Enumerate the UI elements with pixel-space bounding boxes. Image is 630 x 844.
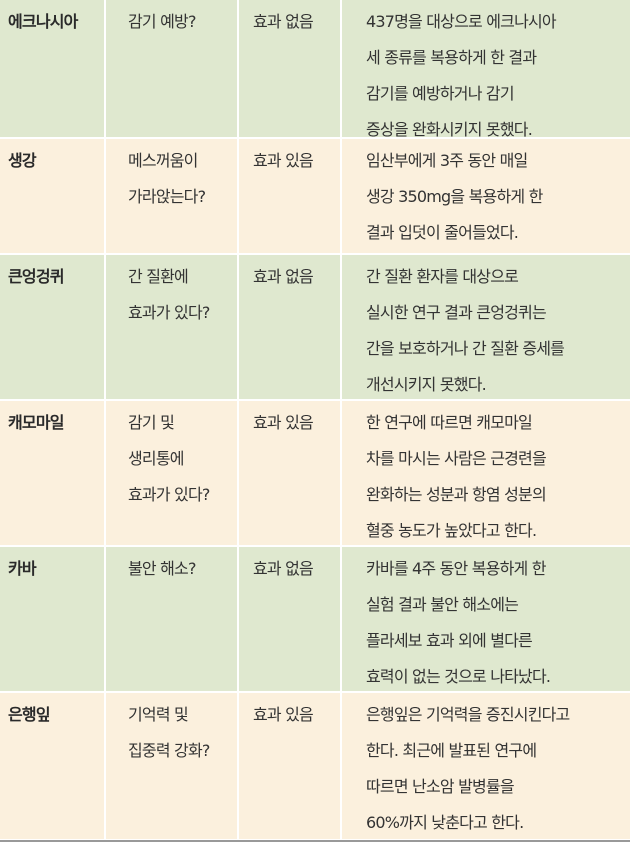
description-line: 실시한 연구 결과 큰엉겅퀴는 xyxy=(366,303,547,322)
result-line: 효과 있음 xyxy=(253,705,314,724)
description-line: 개선시키지 못했다. xyxy=(366,375,487,394)
description-line: 생강 350mg을 복용하게 한 xyxy=(366,187,543,206)
description-line: 실험 결과 불안 해소에는 xyxy=(366,595,519,614)
description-line: 결과 입덧이 줄어들었다. xyxy=(366,223,519,242)
claim: 감기 예방? xyxy=(106,0,237,137)
claim: 불안 해소? xyxy=(106,547,237,691)
result-line: 효과 없음 xyxy=(253,267,314,286)
herb-name-line: 카바 xyxy=(8,559,37,578)
herb-name: 은행잎 xyxy=(0,693,104,839)
result-line: 효과 없음 xyxy=(253,559,314,578)
description-line: 세 종류를 복용하게 한 결과 xyxy=(366,48,537,67)
herb-name: 카바 xyxy=(0,547,104,691)
claim-line: 감기 및 xyxy=(128,413,175,432)
claim-line: 기억력 및 xyxy=(128,705,189,724)
claim-line: 가라앉는다? xyxy=(128,187,206,206)
herb-name-line: 큰엉겅퀴 xyxy=(8,267,64,286)
description-line: 차를 마시는 사람은 근경련을 xyxy=(366,449,547,468)
description-line: 임산부에게 3주 동안 매일 xyxy=(366,151,528,170)
claim-line: 효과가 있다? xyxy=(128,303,210,322)
description-line: 감기를 예방하거나 감기 xyxy=(366,84,515,103)
herb-name: 생강 xyxy=(0,139,104,253)
herb-name: 에크나시아 xyxy=(0,0,104,137)
description-line: 60%까지 낮춘다고 한다. xyxy=(366,813,524,832)
description-line: 한다. 최근에 발표된 연구에 xyxy=(366,741,537,760)
description-line: 플라세보 효과 외에 별다른 xyxy=(366,631,533,650)
claim-line: 감기 예방? xyxy=(128,12,196,31)
claim-line: 불안 해소? xyxy=(128,559,196,578)
result: 효과 있음 xyxy=(239,693,340,839)
claim-line: 효과가 있다? xyxy=(128,485,210,504)
herb-name-line: 은행잎 xyxy=(8,705,51,724)
description-line: 완화하는 성분과 항염 성분의 xyxy=(366,485,547,504)
description-line: 효력이 없는 것으로 나타났다. xyxy=(366,667,551,686)
description-line: 간 질환 환자를 대상으로 xyxy=(366,267,519,286)
result: 효과 없음 xyxy=(239,547,340,691)
table-bottom-border xyxy=(0,840,630,842)
description-line: 한 연구에 따르면 캐모마일 xyxy=(366,413,533,432)
herb-name: 캐모마일 xyxy=(0,401,104,545)
herb-name: 큰엉겅퀴 xyxy=(0,255,104,399)
result: 효과 없음 xyxy=(239,255,340,399)
claim-line: 집중력 강화? xyxy=(128,741,210,760)
description-line: 카바를 4주 동안 복용하게 한 xyxy=(366,559,546,578)
claim-line: 생리통에 xyxy=(128,449,184,468)
description-line: 437명을 대상으로 에크나시아 xyxy=(366,12,557,31)
herb-name-line: 에크나시아 xyxy=(8,12,78,31)
claim-line: 메스꺼움이 xyxy=(128,151,198,170)
result: 효과 있음 xyxy=(239,401,340,545)
claim-line: 간 질환에 xyxy=(128,267,189,286)
result-line: 효과 없음 xyxy=(253,12,314,31)
result: 효과 있음 xyxy=(239,139,340,253)
description-line: 은행잎은 기억력을 증진시킨다고 xyxy=(366,705,570,724)
herb-name-line: 캐모마일 xyxy=(8,413,64,432)
description-line: 간을 보호하거나 간 질환 증세를 xyxy=(366,339,565,358)
result-line: 효과 있음 xyxy=(253,413,314,432)
description-line: 증상을 완화시키지 못했다. xyxy=(366,120,533,139)
description-line: 따르면 난소암 발병률을 xyxy=(366,777,515,796)
herb-name-line: 생강 xyxy=(8,151,37,170)
result: 효과 없음 xyxy=(239,0,340,137)
result-line: 효과 있음 xyxy=(253,151,314,170)
description-line: 혈중 농도가 높았다고 한다. xyxy=(366,521,537,540)
